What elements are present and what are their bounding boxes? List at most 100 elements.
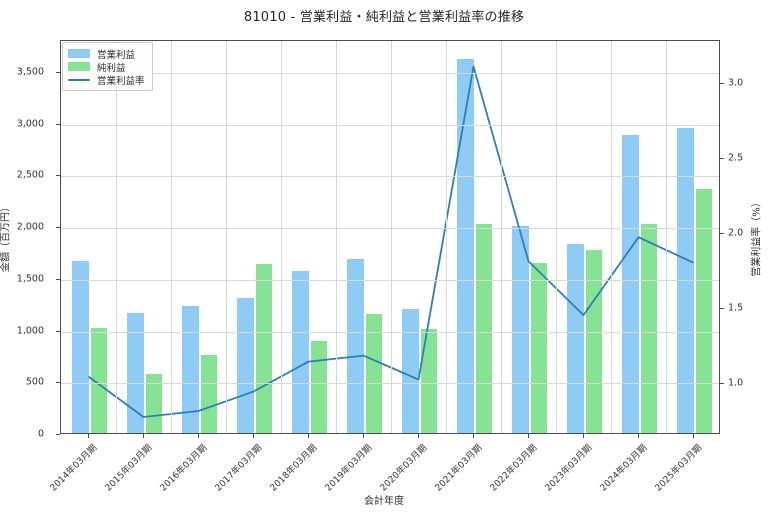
y-axis-right-tick: [720, 158, 724, 160]
x-axis-tick-label: 2022年03月期: [488, 443, 539, 494]
bar-operating-profit: [72, 261, 89, 433]
gridline-horizontal: [61, 176, 719, 178]
legend-label: 純利益: [97, 62, 126, 74]
gridline-vertical: [611, 41, 612, 433]
bar-net-profit: [640, 224, 658, 433]
gridline-vertical: [501, 41, 502, 433]
legend-label: 営業利益: [97, 49, 136, 61]
gridline-horizontal: [61, 124, 719, 126]
y-axis-left-tick-label: 0: [37, 428, 44, 440]
y-axis-left-tick: [56, 227, 60, 229]
bar-net-profit: [90, 327, 108, 433]
x-axis-tick-label: 2018年03月期: [268, 443, 319, 494]
gridline-vertical: [556, 41, 557, 433]
x-axis-tick: [87, 434, 89, 438]
x-axis-tick: [582, 434, 584, 438]
bar-operating-profit: [347, 259, 364, 433]
x-axis-tick: [197, 434, 199, 438]
x-axis-tick: [362, 434, 364, 438]
legend-item[interactable]: 純利益: [68, 60, 145, 74]
legend-label: 営業利益率: [97, 75, 145, 87]
legend-item[interactable]: 営業利益率: [68, 73, 145, 87]
y-axis-right-tick-label: 2.0: [728, 227, 744, 239]
y-axis-left-tick-label: 2,000: [16, 221, 44, 233]
x-axis-tick: [417, 434, 419, 438]
x-axis-tick-label: 2021年03月期: [433, 443, 484, 494]
bar-operating-profit: [127, 313, 144, 433]
bar-operating-profit: [622, 135, 639, 433]
x-axis-tick-label: 2019年03月期: [323, 443, 374, 494]
y-axis-left-tick: [56, 330, 60, 332]
gridline-horizontal: [61, 228, 719, 230]
y-axis-left-tick: [56, 123, 60, 125]
gridline-vertical: [666, 41, 667, 433]
legend: 営業利益 純利益 営業利益率: [62, 42, 153, 91]
x-axis-tick-label: 2014年03月期: [48, 443, 99, 494]
x-axis-tick-label: 2024年03月期: [598, 443, 649, 494]
bar-net-profit: [530, 263, 548, 433]
x-axis-tick: [472, 434, 474, 438]
bar-net-profit: [695, 188, 713, 433]
bar-net-profit: [310, 340, 328, 433]
bar-operating-profit: [292, 270, 309, 433]
x-axis-tick-label: 2015年03月期: [103, 443, 154, 494]
x-axis-tick: [142, 434, 144, 438]
gridline-vertical: [116, 41, 117, 433]
legend-color-swatch: [68, 62, 90, 71]
y-axis-right-tick: [720, 83, 724, 85]
y-axis-right-tick: [720, 233, 724, 235]
y-axis-left-tick-label: 1,500: [16, 273, 44, 285]
x-axis-tick-label: 2023年03月期: [543, 443, 594, 494]
y-axis-right-tick-label: 3.0: [728, 77, 744, 89]
gridline-vertical: [336, 41, 337, 433]
legend-color-swatch: [68, 49, 90, 58]
legend-item[interactable]: 営業利益: [68, 47, 145, 61]
bar-net-profit: [475, 224, 493, 433]
x-axis-label: 会計年度: [364, 496, 404, 507]
y-axis-right-tick: [720, 308, 724, 310]
x-axis-tick: [637, 434, 639, 438]
x-axis-tick: [692, 434, 694, 438]
x-axis-tick-label: 2017年03月期: [213, 443, 264, 494]
x-axis-tick: [252, 434, 254, 438]
bar-operating-profit: [402, 308, 419, 433]
bar-operating-profit: [182, 305, 199, 433]
x-axis-tick-label: 2020年03月期: [378, 443, 429, 494]
y-axis-left-tick-label: 2,500: [16, 169, 44, 181]
bar-operating-profit: [457, 58, 474, 433]
y-axis-right-label: 営業利益率（%）: [751, 197, 763, 277]
y-axis-left-tick: [56, 175, 60, 177]
gridline-horizontal: [61, 73, 719, 74]
y-axis-left-tick-label: 3,000: [16, 118, 44, 130]
bar-net-profit: [255, 264, 273, 433]
x-axis-tick: [307, 434, 309, 438]
gridline-horizontal: [61, 383, 719, 385]
bar-operating-profit: [512, 226, 529, 433]
bar-operating-profit: [567, 243, 584, 433]
y-axis-left-tick: [56, 278, 60, 280]
x-axis-tick-label: 2016年03月期: [158, 443, 209, 494]
gridline-vertical: [391, 41, 392, 433]
gridline-vertical: [171, 41, 172, 433]
gridline-vertical: [226, 41, 227, 433]
y-axis-left-tick-label: 500: [25, 376, 44, 388]
y-axis-left-tick-label: 1,000: [16, 325, 44, 337]
x-axis-tick: [527, 434, 529, 438]
gridline-vertical: [281, 41, 282, 433]
bar-operating-profit: [237, 297, 254, 433]
y-axis-left-tick: [56, 72, 60, 73]
bar-net-profit: [200, 355, 218, 433]
gridline-vertical: [446, 41, 447, 433]
legend-line-swatch: [68, 78, 90, 81]
y-axis-left-label: 金額（百万円）: [0, 202, 12, 272]
x-axis-tick-label: 2025年03月期: [653, 443, 704, 494]
y-axis-right-tick-label: 2.5: [728, 152, 744, 164]
chart-title: 81010 - 営業利益・純利益と営業利益率の推移: [243, 10, 525, 25]
y-axis-right-tick: [720, 383, 724, 385]
y-axis-right-tick-label: 1.5: [728, 302, 744, 314]
y-axis-left-tick: [56, 382, 60, 384]
gridline-horizontal: [61, 279, 719, 281]
plot-area: [60, 40, 720, 434]
bar-net-profit: [420, 328, 438, 433]
